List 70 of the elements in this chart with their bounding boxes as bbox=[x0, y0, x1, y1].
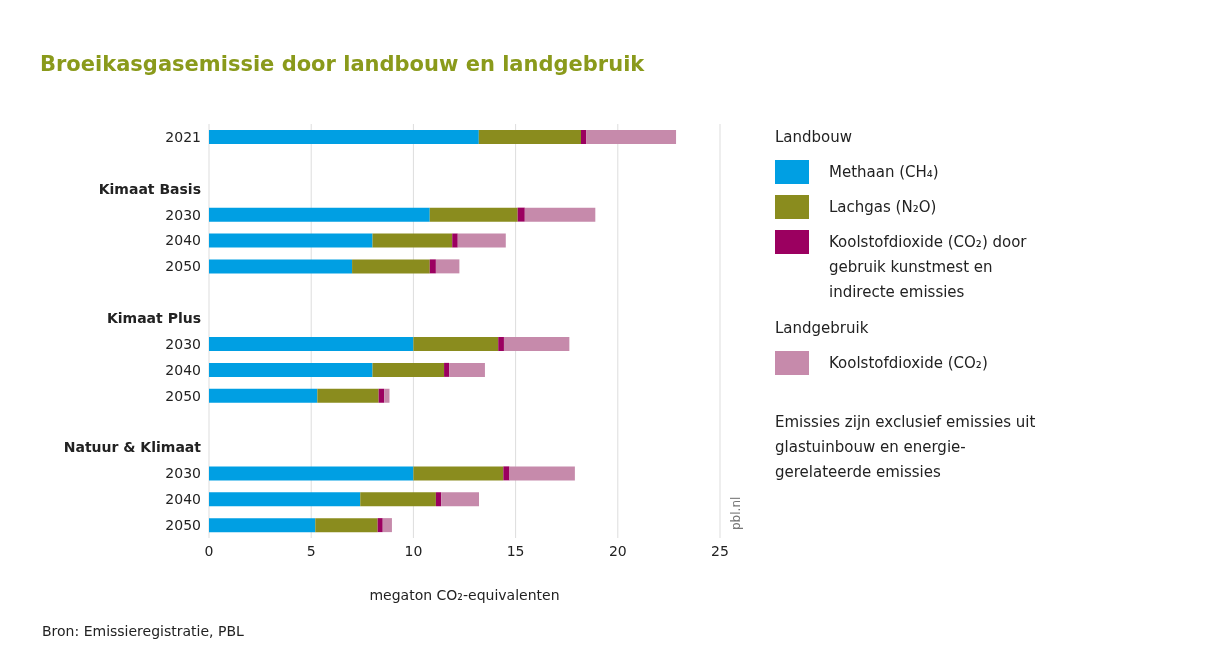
bar bbox=[209, 130, 479, 144]
x-tick-label: 25 bbox=[711, 542, 729, 559]
x-tick-label: 5 bbox=[306, 542, 316, 559]
bar bbox=[209, 233, 373, 248]
bar bbox=[209, 259, 353, 274]
x-tick-label: 20 bbox=[608, 542, 627, 559]
y-tick-label: 2050 bbox=[165, 517, 201, 534]
bar bbox=[444, 362, 450, 377]
bar bbox=[441, 492, 480, 507]
bar bbox=[209, 362, 373, 377]
legend-label: Koolstofdioxide (CO₂) bbox=[829, 353, 989, 374]
y-tick-label: 2040 bbox=[165, 232, 201, 249]
y-tick-label: 2040 bbox=[165, 491, 201, 508]
bar bbox=[360, 492, 436, 507]
bar bbox=[382, 518, 392, 533]
bar bbox=[209, 492, 361, 507]
bar bbox=[209, 518, 316, 533]
y-tick-label: 2050 bbox=[165, 387, 201, 404]
x-tick-label: 0 bbox=[204, 542, 214, 559]
bar bbox=[413, 466, 504, 481]
y-tick-label: Natuur & Klimaat bbox=[63, 439, 202, 456]
bar bbox=[372, 362, 445, 377]
x-tick-label: 15 bbox=[506, 542, 525, 559]
y-tick-label: 2030 bbox=[165, 335, 201, 352]
y-tick-label: 2030 bbox=[165, 206, 201, 223]
bar bbox=[317, 388, 379, 403]
bar bbox=[377, 518, 383, 533]
bar bbox=[429, 259, 436, 274]
bar bbox=[209, 466, 414, 481]
bar bbox=[457, 233, 506, 248]
legend-label: Koolstofdioxide (CO₂) door gebruik kunstmest en indirecte emissies bbox=[829, 232, 1028, 303]
bar bbox=[517, 207, 525, 222]
y-tick-label: Kimaat Plus bbox=[106, 310, 201, 327]
bar bbox=[452, 233, 458, 248]
y-tick-label: Kimaat Basis bbox=[98, 180, 201, 197]
bar bbox=[524, 207, 596, 222]
text: Landgebruik bbox=[775, 319, 870, 337]
y-tick-label: 2050 bbox=[165, 258, 201, 275]
text: Emissies zijn exclusief emissies uit glastuinbouw en energie-gerelateerde emissies bbox=[775, 412, 1037, 483]
bar bbox=[413, 337, 499, 351]
bar bbox=[372, 233, 453, 248]
text: pbl.nl bbox=[729, 496, 743, 530]
bar bbox=[435, 492, 442, 507]
text: Bron: Emissieregistratie, PBL bbox=[42, 623, 244, 639]
bar bbox=[435, 259, 460, 274]
x-tick-label: 10 bbox=[404, 542, 423, 559]
bar bbox=[315, 518, 378, 533]
bar bbox=[352, 259, 430, 274]
bar bbox=[209, 337, 414, 351]
bar bbox=[209, 388, 318, 403]
bar bbox=[498, 337, 504, 351]
chart-title: Broeikasgasemissie door landbouw en landgebruik bbox=[40, 52, 645, 76]
bar bbox=[478, 130, 582, 144]
x-axis-title: megaton CO₂-equivalenten bbox=[369, 587, 560, 603]
bar bbox=[209, 207, 430, 222]
bar bbox=[449, 362, 485, 377]
y-tick-label: 2030 bbox=[165, 465, 201, 482]
bar bbox=[581, 130, 587, 144]
bar bbox=[503, 466, 510, 481]
bar bbox=[503, 337, 570, 351]
legend-label: Methaan (CH₄) bbox=[829, 162, 940, 183]
bar bbox=[509, 466, 575, 481]
legend-title: Landbouw bbox=[775, 128, 854, 146]
bar bbox=[384, 388, 390, 403]
y-tick-label: 2040 bbox=[165, 361, 201, 378]
bar bbox=[378, 388, 385, 403]
bar bbox=[586, 130, 677, 144]
legend-label: Lachgas (N₂O) bbox=[829, 197, 938, 218]
bar bbox=[429, 207, 518, 222]
y-tick-label: 2021 bbox=[165, 128, 201, 145]
